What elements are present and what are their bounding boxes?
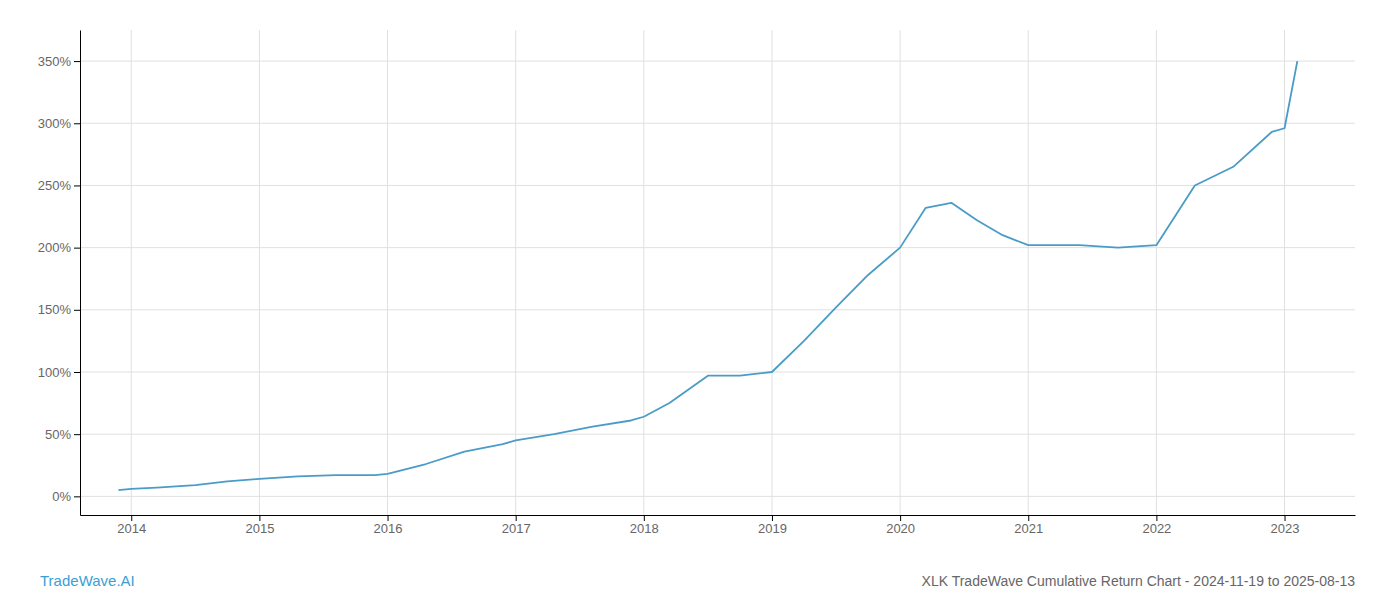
x-tick: 2017 [502, 515, 531, 536]
x-grid-line [643, 30, 644, 515]
y-tick-mark [74, 496, 80, 497]
y-tick: 200% [38, 240, 80, 255]
x-tick-label: 2017 [502, 521, 531, 536]
x-tick: 2020 [886, 515, 915, 536]
x-tick: 2018 [630, 515, 659, 536]
y-tick-mark [74, 123, 80, 124]
y-tick-mark [74, 61, 80, 62]
x-tick-label: 2014 [117, 521, 146, 536]
y-grid-line [80, 434, 1355, 435]
x-tick-label: 2020 [886, 521, 915, 536]
plot-area [118, 61, 1297, 490]
x-tick-mark [644, 515, 645, 521]
x-grid-line [259, 30, 260, 515]
y-grid-line [80, 185, 1355, 186]
x-grid-line [900, 30, 901, 515]
x-tick-mark [1028, 515, 1029, 521]
x-grid-line [387, 30, 388, 515]
x-tick-mark [388, 515, 389, 521]
x-tick-label: 2022 [1142, 521, 1171, 536]
x-tick-mark [1285, 515, 1286, 521]
x-tick-mark [1156, 515, 1157, 521]
x-tick: 2022 [1142, 515, 1171, 536]
x-tick-label: 2016 [374, 521, 403, 536]
x-tick: 2014 [117, 515, 146, 536]
y-tick-label: 150% [38, 302, 72, 317]
y-tick-label: 0% [52, 489, 71, 504]
y-tick-mark [74, 434, 80, 435]
title: XLK TradeWave Cumulative Return Chart - … [922, 573, 1356, 589]
x-tick: 2016 [374, 515, 403, 536]
x-grid-line [1156, 30, 1157, 515]
x-tick-label: 2023 [1271, 521, 1300, 536]
x-grid-line [515, 30, 516, 515]
y-tick-label: 100% [38, 365, 72, 380]
x-tick-label: 2018 [630, 521, 659, 536]
watermark: TradeWave.AI [40, 572, 135, 589]
chart: 2014 2015 2016 2017 2018 2019 2020 2021 2022 2023… [0, 0, 1400, 600]
line [118, 61, 1297, 490]
y-grid-line [80, 61, 1355, 62]
x-grid-line [1028, 30, 1029, 515]
y-tick: 50% [45, 427, 80, 442]
y-tick-label: 250% [38, 178, 72, 193]
y-tick: 350% [38, 54, 80, 69]
x-tick-mark [131, 515, 132, 521]
x-tick-label: 2015 [245, 521, 274, 536]
y-tick-label: 350% [38, 54, 72, 69]
x-tick: 2019 [758, 515, 787, 536]
x-tick-mark [259, 515, 260, 521]
grid [80, 30, 1355, 515]
y-tick-mark [74, 310, 80, 311]
x-tick-label: 2019 [758, 521, 787, 536]
y-tick-mark [74, 185, 80, 186]
y-axis: 0% 50% 100% 150% 200% 250% 300% 350% [38, 31, 81, 516]
y-grid-line [80, 496, 1355, 497]
y-grid-line [80, 247, 1355, 248]
x-grid-line [1284, 30, 1285, 515]
x-tick-label: 2021 [1014, 521, 1043, 536]
x-axis-line [81, 515, 1356, 516]
y-tick-label: 300% [38, 116, 72, 131]
x-tick-mark [516, 515, 517, 521]
y-tick-mark [74, 372, 80, 373]
x-tick: 2023 [1271, 515, 1300, 536]
x-tick: 2015 [245, 515, 274, 536]
x-tick-mark [772, 515, 773, 521]
y-grid-line [80, 123, 1355, 124]
y-tick: 0% [52, 489, 80, 504]
x-tick: 2021 [1014, 515, 1043, 536]
y-tick: 250% [38, 178, 80, 193]
y-tick-mark [74, 248, 80, 249]
x-axis: 2014 2015 2016 2017 2018 2019 2020 2021 2022 2023 [81, 515, 1356, 536]
y-grid-line [80, 309, 1355, 310]
y-grid-line [80, 371, 1355, 372]
y-tick-label: 50% [45, 427, 71, 442]
x-grid-line [131, 30, 132, 515]
x-tick-mark [900, 515, 901, 521]
y-tick: 300% [38, 116, 80, 131]
y-axis-line [80, 31, 81, 516]
y-tick-label: 200% [38, 240, 72, 255]
y-tick: 150% [38, 302, 80, 317]
y-tick: 100% [38, 365, 80, 380]
x-grid-line [771, 30, 772, 515]
